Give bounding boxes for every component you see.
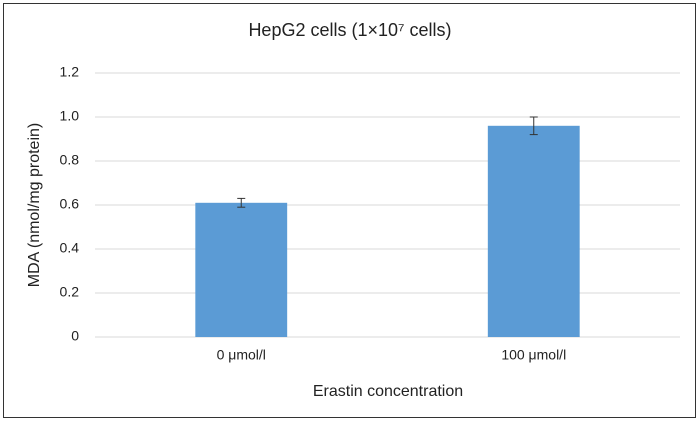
y-axis-label: MDA (nmol/mg protein) xyxy=(26,123,43,288)
y-tick-label: 0 xyxy=(71,328,79,344)
y-tick-label: 0.6 xyxy=(60,196,80,212)
bar xyxy=(195,202,288,337)
x-tick-label: 100 μmol/l xyxy=(501,347,566,363)
chart-frame xyxy=(3,3,696,418)
y-tick-label: 1.0 xyxy=(60,108,80,124)
y-tick-label: 0.8 xyxy=(60,152,80,168)
error-bar xyxy=(237,197,246,208)
chart-title: HepG2 cells (1×10⁷ cells) xyxy=(248,20,451,40)
y-tick-label: 0.2 xyxy=(60,284,80,300)
x-tick-label: 0 μmol/l xyxy=(217,347,266,363)
bar xyxy=(487,125,580,337)
x-axis-label: Erastin concentration xyxy=(313,383,463,400)
y-tick-label: 1.2 xyxy=(60,64,80,80)
error-bar xyxy=(529,116,538,136)
y-tick-label: 0.4 xyxy=(60,240,80,256)
